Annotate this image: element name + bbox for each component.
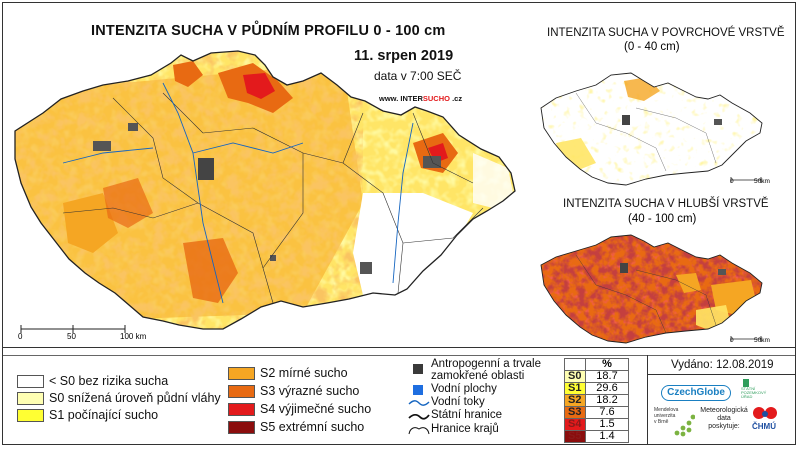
stats-value-cell: 7.6 [585, 406, 629, 419]
meteo-provider-line3: poskytuje: [708, 423, 740, 430]
main-scale-0: 0 [18, 332, 23, 341]
stats-class-cell: S3 [564, 406, 586, 419]
mendel-logo-line1: Mendelova [654, 407, 679, 413]
legend-label-river: Vodní toky [431, 396, 485, 408]
main-map-date: 11. srpen 2019 [354, 48, 454, 64]
main-map-data-time: data v 7:00 SEČ [374, 69, 462, 83]
legend-label-region-border: Hranice krajů [431, 423, 499, 435]
stats-value-cell: 1.5 [585, 418, 629, 431]
region-border-icon [408, 427, 430, 435]
issued-left-divider [647, 355, 648, 444]
surface-map-title: INTENZITA SUCHA V POVRCHOVÉ VRSTVĚ [547, 27, 785, 39]
water-body-square-icon [413, 385, 423, 395]
stats-header-percent: % [585, 358, 629, 371]
spu-logo-line1: STÁTNÍ [741, 386, 756, 391]
surface-scale-50: 50km [754, 178, 770, 185]
spu-logo: STÁTNÍ POZEMKOVÝ ÚŘAD [741, 379, 767, 399]
map-sheet: INTENZITA SUCHA V PŮDNÍM PROFILU 0 - 100… [2, 2, 796, 445]
stats-value-cell: 1.4 [585, 430, 629, 443]
legend-top-divider [3, 347, 795, 348]
stats-class-cell: S1 [564, 382, 586, 395]
stats-header-class [564, 358, 586, 371]
state-border-icon [408, 413, 430, 420]
czechglobe-logo-text: CzechGlobe [667, 387, 725, 398]
river-line-icon [408, 400, 430, 406]
stats-class-cell: S0 [564, 370, 586, 383]
mendel-dots-icon [674, 414, 695, 437]
spu-logo-mark [743, 379, 749, 387]
deep-scale-50: 50km [754, 337, 770, 344]
legend-subdivider [3, 355, 795, 356]
spu-logo-line2: POZEMKOVÝ [741, 390, 767, 395]
legend-label-water-body: Vodní plochy [431, 383, 497, 395]
meteo-provider-line2: data [717, 415, 731, 422]
stats-row-s2: S2 18.2 [564, 394, 629, 407]
deep-map-title: INTENZITA SUCHA V HLUBŠÍ VRSTVĚ [563, 198, 769, 210]
legend-swatch-s4 [228, 403, 255, 416]
stats-row-s1: S1 29.6 [564, 382, 629, 395]
legend-label-lt-s0: < S0 bez rizika sucha [49, 374, 169, 388]
legend-label-s4: S4 výjimečné sucho [260, 402, 372, 416]
stats-class-cell: S4 [564, 418, 586, 431]
legend-label-s1: S1 počínající sucho [49, 408, 159, 422]
issued-divider [647, 374, 795, 375]
legend-swatch-s2 [228, 367, 255, 380]
main-scale-bar [20, 325, 126, 333]
surface-map-subtitle: (0 - 40 cm) [624, 41, 680, 53]
deep-scale-0: 0 [730, 337, 734, 344]
main-scale-50: 50 [67, 332, 76, 341]
website-brand: SUCHO [422, 94, 450, 103]
issued-date: Vydáno: 12.08.2019 [671, 359, 774, 371]
legend-swatch-s3 [228, 385, 255, 398]
mendel-logo-line3: v Brně [654, 419, 669, 425]
legend-label-s0: S0 snížená úroveň půdní vláhy [49, 391, 221, 405]
main-scale-100: 100 km [120, 332, 147, 341]
mendel-logo-line2: univerzita [654, 413, 676, 419]
stats-class-cell: S2 [564, 394, 586, 407]
stats-row-s4: S4 1.5 [564, 418, 629, 431]
deep-drought-map [540, 234, 763, 344]
stats-header-row: % [564, 358, 629, 371]
antropogenic-square-icon [413, 364, 423, 374]
spu-logo-line3: ÚŘAD [741, 394, 753, 399]
chmu-logo-text: ČHMÚ [752, 422, 776, 431]
legend-label-antropogenic: Antropogenní a trvale zamokřené oblasti [431, 358, 541, 382]
legend-swatch-lt-s0 [17, 375, 44, 388]
stats-row-s0: S0 18.7 [564, 370, 629, 383]
surface-scale-0: 0 [730, 178, 734, 185]
stats-class-cell: S5 [564, 430, 586, 443]
legend-label-antropogenic-line1: Antropogenní a trvale [431, 358, 541, 370]
legend-label-s5: S5 extrémní sucho [260, 420, 365, 434]
deep-map-subtitle: (40 - 100 cm) [628, 213, 697, 225]
legend-swatch-s5 [228, 421, 255, 434]
stats-value-cell: 18.7 [585, 370, 629, 383]
legend-label-s2: S2 mírné sucho [260, 366, 348, 380]
legend-swatch-s1 [17, 409, 44, 422]
legend-label-s3: S3 výrazné sucho [260, 384, 360, 398]
meteo-provider-line1: Meteorologická [700, 407, 748, 414]
main-map-title: INTENZITA SUCHA V PŮDNÍM PROFILU 0 - 100… [91, 23, 446, 39]
stats-table-box: % S0 18.7 S1 29.6 S2 18.2 S3 7.6 S4 1.5 S5 1.4 [564, 358, 629, 443]
mendel-logo: Mendelova univerzita v Brně [654, 407, 690, 425]
czechglobe-logo: CzechGlobe [661, 385, 731, 401]
stats-value-cell: 18.2 [585, 394, 629, 407]
chmu-logo-icon [753, 407, 777, 419]
meteo-provider-text: Meteorologická data poskytuje: [700, 407, 748, 431]
main-drought-map [14, 50, 516, 333]
website-link[interactable]: www. INTERSUCHO .cz [379, 94, 462, 103]
stats-value-cell: 29.6 [585, 382, 629, 395]
stats-table: % S0 18.7 S1 29.6 S2 18.2 S3 7.6 S4 1.5 S5 1.4 [564, 358, 629, 443]
legend-label-state-border: Státní hranice [431, 409, 502, 421]
surface-drought-map [540, 72, 763, 186]
stats-row-s3: S3 7.6 [564, 406, 629, 419]
legend-label-antropogenic-line2: zamokřené oblasti [431, 370, 525, 382]
website-prefix: www. INTER [379, 94, 423, 103]
stats-row-s5: S5 1.4 [564, 430, 629, 443]
website-suffix: .cz [449, 94, 463, 103]
legend-swatch-s0 [17, 392, 44, 405]
